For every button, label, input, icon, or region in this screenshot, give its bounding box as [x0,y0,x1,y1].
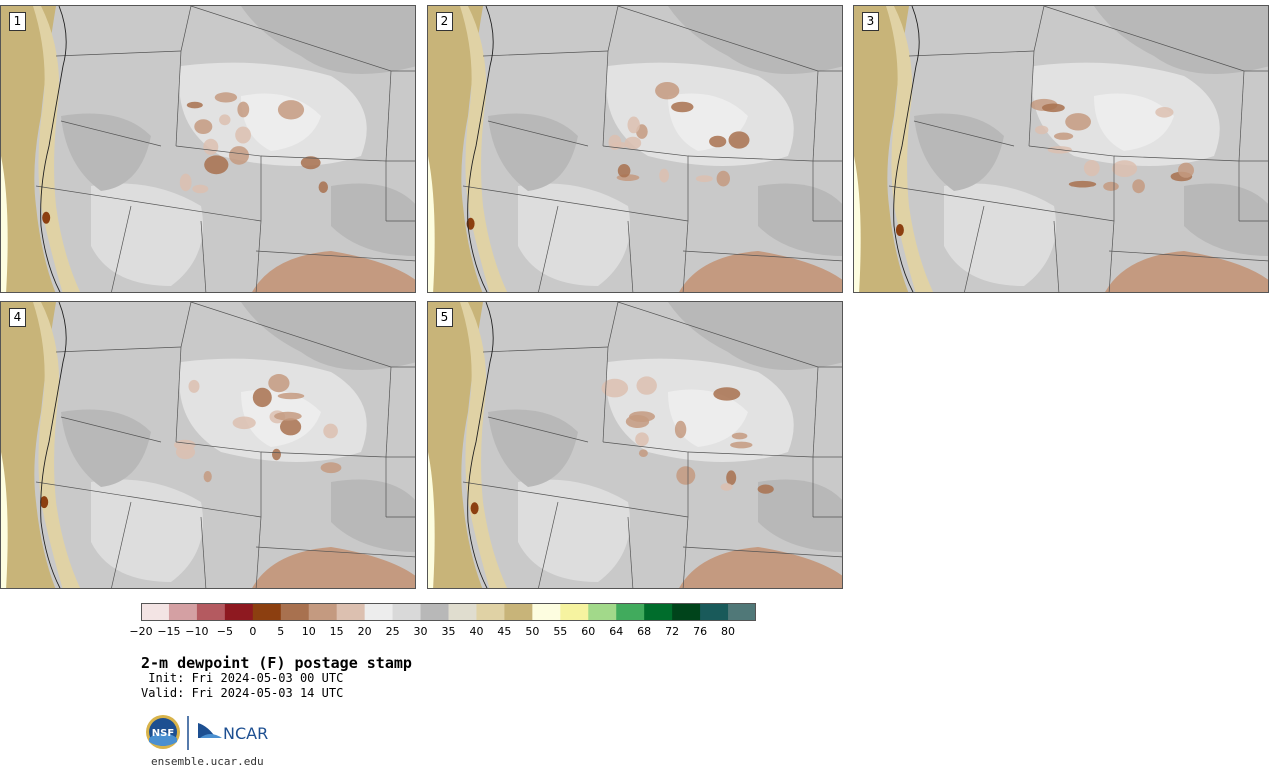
colorbar-swatch [196,603,226,621]
colorbar [141,603,756,621]
init-time: Init: Fri 2024-05-03 00 UTC [141,671,344,685]
colorbar-swatch [336,603,366,621]
colorbar-tick-label: 50 [525,625,540,638]
colorbar-border [141,603,756,621]
colorbar-tick-label: 55 [553,625,568,638]
colorbar-swatch [168,603,198,621]
colorbar-swatch [224,603,254,621]
colorbar-tick-label: −5 [216,625,233,638]
colorbar-tick-label: 35 [441,625,456,638]
colorbar-swatch [420,603,449,621]
dewpoint-map-3 [854,6,1268,292]
colorbar-swatch [672,603,701,621]
colorbar-swatch [252,603,282,621]
colorbar-swatch [532,603,561,621]
colorbar-tick-label: 15 [329,625,344,638]
nsf-ncar-logos: NSF NCAR [146,715,268,750]
colorbar-swatch [280,603,310,621]
colorbar-tick-label: 68 [637,625,652,638]
dewpoint-map-4 [1,302,415,588]
map-panel-5: 5 [427,301,843,589]
colorbar-tick-label: 80 [721,625,736,638]
colorbar-tick-label: −20 [129,625,153,638]
colorbar-tick-label: 64 [609,625,624,638]
ncar-logo-text: NCAR [223,724,268,743]
panel-label: 5 [436,308,453,327]
dewpoint-map-2 [428,6,842,292]
nsf-logo-text: NSF [152,728,174,739]
colorbar-swatch [392,603,422,621]
colorbar-swatch [728,603,756,621]
colorbar-tick-label: 76 [693,625,708,638]
panel-label: 1 [9,12,26,31]
colorbar-swatch [448,603,477,621]
panel-label: 4 [9,308,26,327]
panel-label: 3 [862,12,879,31]
dewpoint-map-1 [1,6,415,292]
dewpoint-map-5 [428,302,842,588]
colorbar-tick-label: 0 [249,625,257,638]
colorbar-tick-label: 30 [413,625,428,638]
valid-time: Valid: Fri 2024-05-03 14 UTC [141,686,344,700]
colorbar-swatch [560,603,589,621]
colorbar-tick-label: −15 [157,625,181,638]
colorbar-tick-label: 20 [357,625,372,638]
map-panel-4: 4 [0,301,416,589]
colorbar-tick-label: 45 [497,625,512,638]
colorbar-swatch [141,603,170,621]
panel-label: 2 [436,12,453,31]
ncar-logo-icon: NCAR [198,723,268,743]
colorbar-swatch [700,603,729,621]
colorbar-swatch [616,603,645,621]
nsf-logo-icon: NSF [146,715,180,749]
colorbar-tick-label: −10 [185,625,209,638]
map-panel-1: 1 [0,5,416,293]
colorbar-swatch [504,603,533,621]
colorbar-tick-label: 72 [665,625,680,638]
map-panel-2: 2 [427,5,843,293]
map-panel-3: 3 [853,5,1269,293]
colorbar-tick-label: 40 [469,625,484,638]
colorbar-swatch [644,603,673,621]
colorbar-tick-label: 5 [277,625,285,638]
colorbar-tick-label: 10 [301,625,316,638]
colorbar-swatch [364,603,394,621]
colorbar-swatch [476,603,505,621]
website-url: ensemble.ucar.edu [151,755,264,768]
colorbar-swatch [308,603,338,621]
colorbar-swatch [588,603,617,621]
colorbar-tick-label: 25 [385,625,400,638]
page-title: 2-m dewpoint (F) postage stamp [141,654,412,672]
colorbar-tick-label: 60 [581,625,596,638]
